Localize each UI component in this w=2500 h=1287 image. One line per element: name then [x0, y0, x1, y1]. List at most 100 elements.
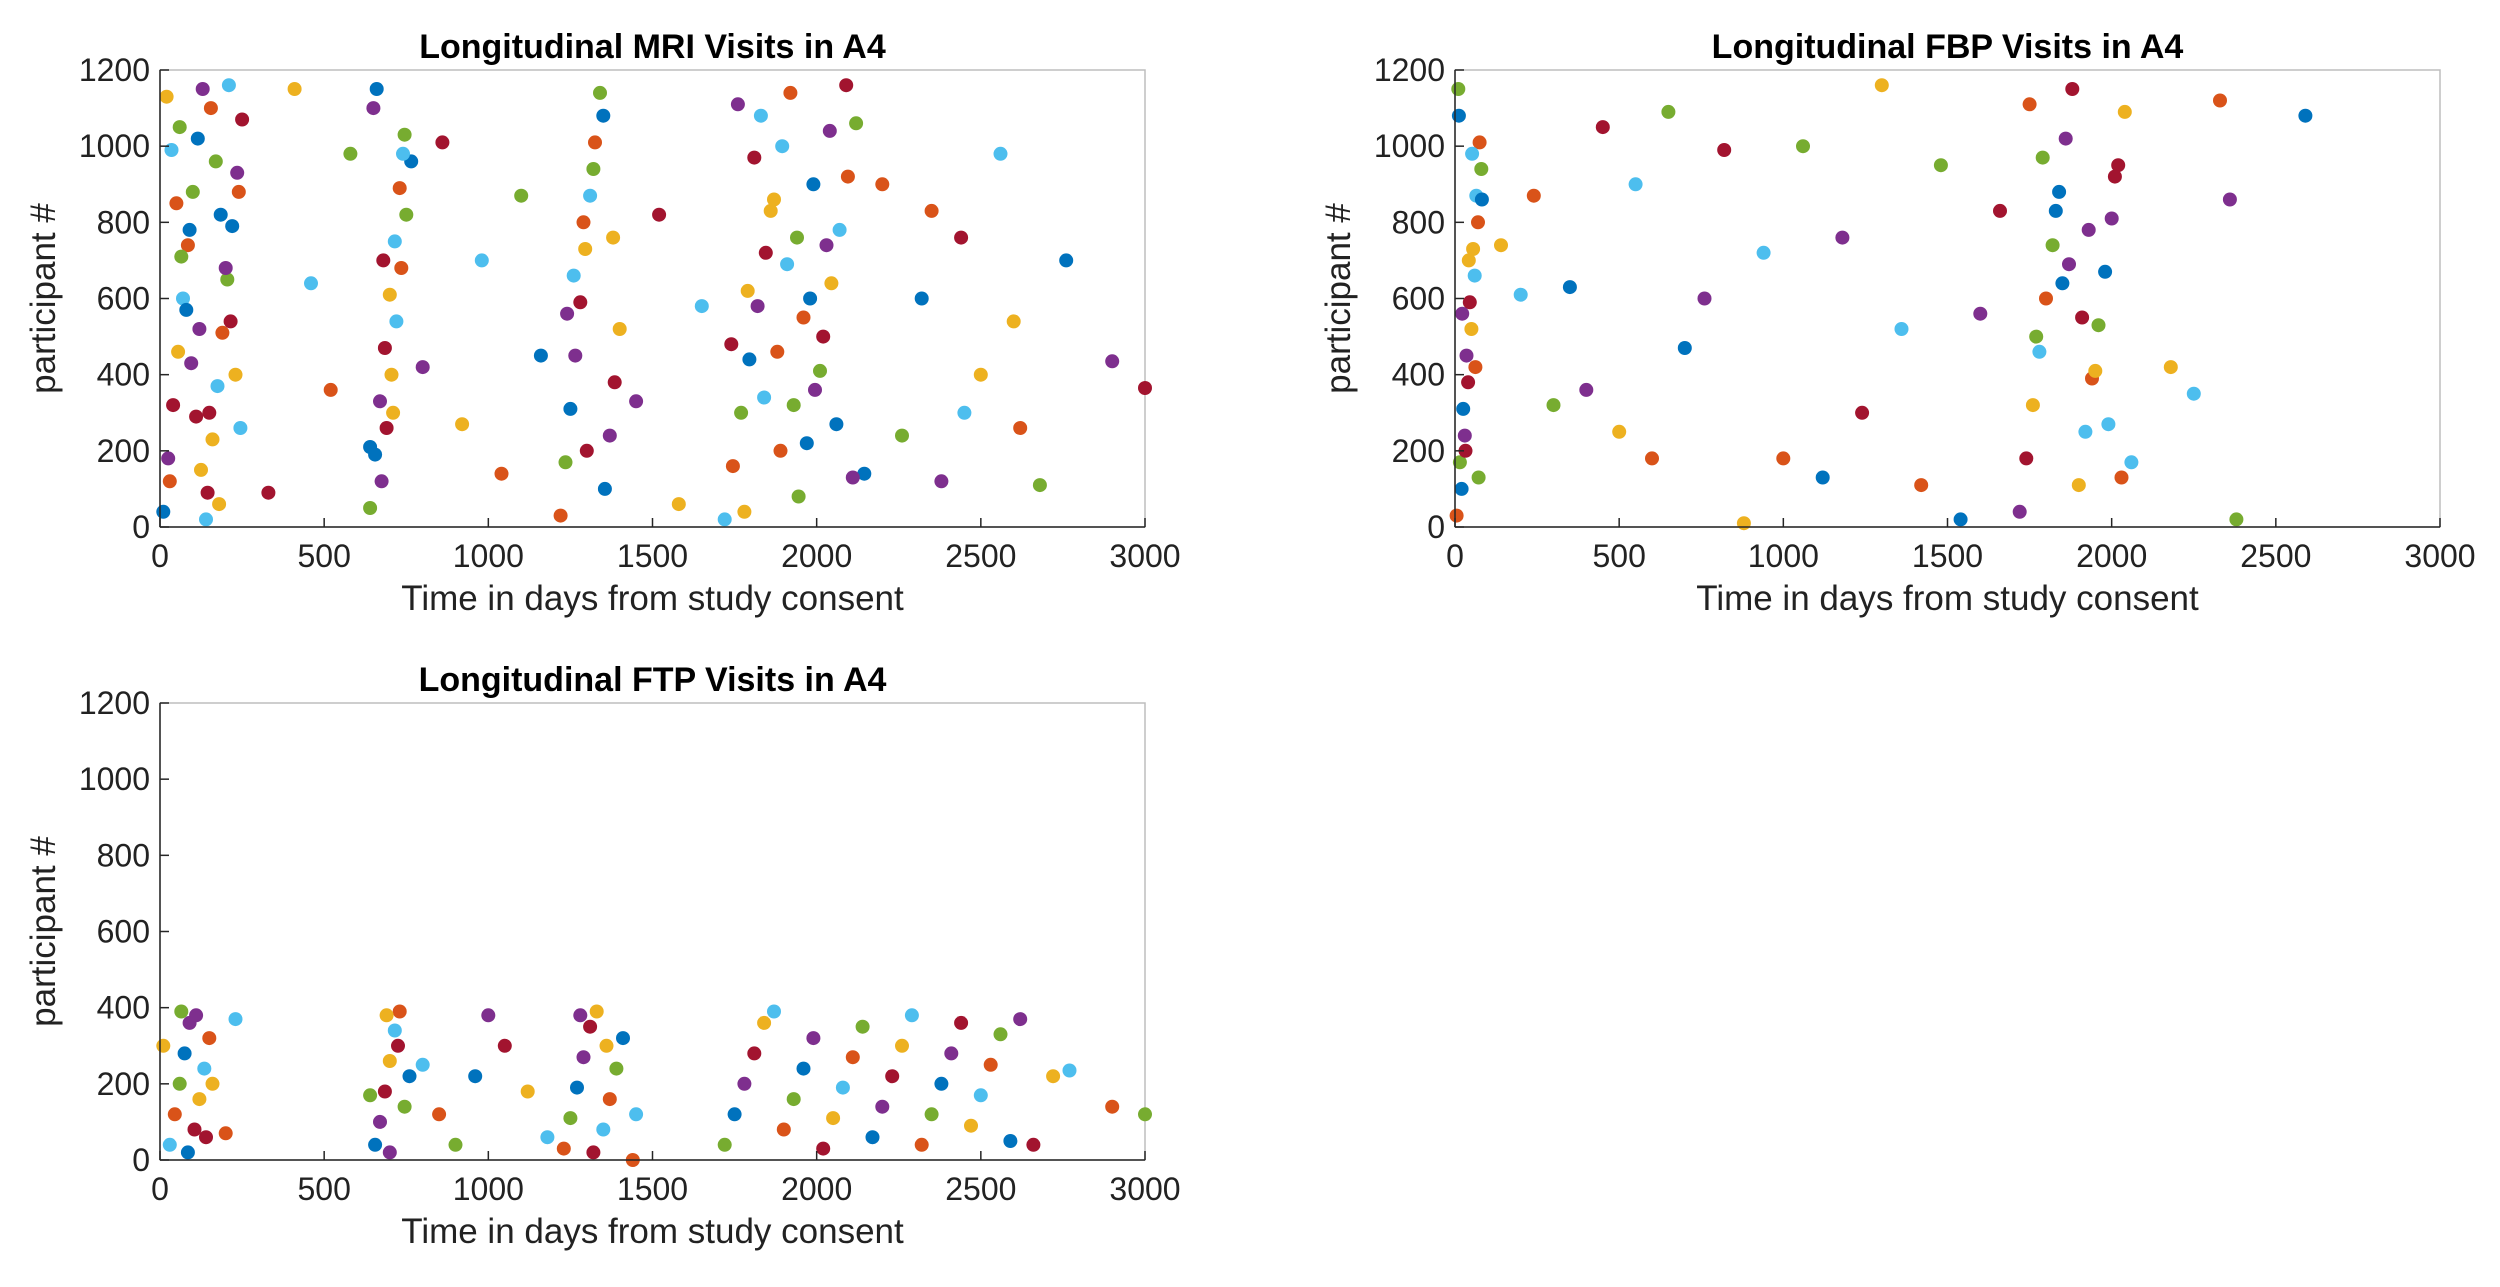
data-point — [210, 379, 225, 394]
data-point — [2058, 131, 2073, 146]
x-tick-label: 2500 — [945, 538, 1016, 574]
x-tick-label: 2000 — [781, 538, 852, 574]
data-point — [1461, 253, 1476, 268]
data-point — [857, 466, 872, 481]
data-point — [394, 261, 409, 275]
data-point — [1736, 516, 1751, 531]
data-point — [1464, 322, 1479, 336]
data-point — [566, 268, 581, 283]
data-point — [740, 283, 755, 298]
data-point — [1026, 1137, 1041, 1152]
data-point — [162, 1137, 177, 1152]
data-point — [2039, 291, 2053, 306]
data-point — [786, 1092, 801, 1107]
data-point — [2075, 310, 2090, 325]
data-point — [156, 1038, 171, 1053]
x-axis-label: Time in days from study consent — [1696, 579, 2199, 618]
data-point — [845, 1050, 860, 1065]
data-point — [1933, 158, 1948, 173]
data-point — [865, 1130, 880, 1145]
data-point — [1467, 268, 1482, 283]
data-point — [934, 474, 949, 489]
y-tick-label: 1000 — [79, 761, 150, 797]
data-point — [1062, 1063, 1077, 1078]
data-point — [758, 245, 773, 260]
data-point — [202, 405, 217, 420]
data-point — [1105, 1099, 1120, 1114]
data-point — [374, 474, 389, 489]
data-point — [875, 177, 890, 192]
x-tick-label: 500 — [297, 1171, 350, 1207]
data-point — [849, 116, 864, 131]
data-point — [563, 401, 578, 416]
data-point — [1013, 1012, 1028, 1027]
data-point — [924, 1107, 939, 1122]
data-point — [775, 139, 790, 154]
data-point — [228, 1012, 243, 1027]
data-point — [402, 1069, 417, 1084]
data-point — [993, 1027, 1008, 1042]
data-point — [717, 512, 732, 527]
data-point — [182, 222, 197, 237]
data-point — [497, 1038, 512, 1053]
data-point — [2091, 318, 2106, 333]
data-point — [448, 1137, 463, 1152]
chart-title: Longitudinal MRI Visits in A4 — [419, 28, 886, 66]
data-point — [1874, 78, 1889, 93]
x-axis-label: Time in days from study consent — [401, 579, 904, 618]
data-point — [717, 1137, 732, 1152]
data-point — [177, 1046, 192, 1061]
data-point — [171, 344, 186, 359]
data-point — [607, 375, 622, 390]
x-tick-label: 3000 — [1109, 538, 1180, 574]
data-point — [753, 108, 768, 123]
data-point — [379, 1008, 394, 1023]
data-point — [1494, 238, 1508, 253]
data-point — [2124, 455, 2139, 470]
data-point — [1471, 215, 1485, 230]
data-point — [560, 306, 575, 321]
data-point — [602, 1092, 617, 1107]
data-point — [455, 417, 470, 432]
data-point — [568, 348, 583, 363]
data-point — [1645, 451, 1659, 466]
data-point — [397, 127, 412, 142]
data-point — [791, 489, 806, 504]
data-point — [616, 1031, 630, 1046]
data-point — [514, 188, 529, 203]
data-point — [377, 341, 392, 355]
data-point — [189, 409, 204, 424]
data-point — [180, 1145, 195, 1160]
y-tick-label: 0 — [132, 509, 150, 545]
data-point — [767, 1004, 781, 1019]
x-tick-label: 2500 — [945, 1171, 1016, 1207]
data-point — [373, 1114, 387, 1129]
data-point — [597, 481, 612, 496]
data-point — [399, 207, 414, 222]
x-tick-label: 1000 — [453, 1171, 524, 1207]
data-point — [813, 363, 827, 378]
data-point — [2045, 238, 2060, 253]
data-point — [382, 1145, 397, 1160]
scatter-points — [156, 1004, 1152, 1167]
y-tick-label: 400 — [1392, 357, 1445, 393]
data-point — [954, 230, 969, 245]
data-point — [776, 1122, 791, 1137]
y-tick-label: 200 — [97, 1066, 150, 1102]
data-point — [1717, 143, 1732, 157]
data-point — [1457, 428, 1472, 443]
data-point — [2101, 417, 2116, 432]
data-point — [1914, 478, 1929, 493]
data-point — [1756, 245, 1771, 260]
data-point — [2298, 108, 2313, 123]
data-point — [593, 85, 607, 100]
data-point — [845, 470, 860, 485]
data-point — [373, 394, 387, 409]
data-point — [172, 1076, 187, 1091]
data-point — [773, 443, 788, 458]
x-tick-label: 2500 — [2240, 538, 2311, 574]
data-point — [822, 123, 837, 138]
data-point — [556, 1141, 571, 1156]
data-point — [1449, 508, 1464, 523]
y-tick-label: 800 — [1392, 204, 1445, 240]
